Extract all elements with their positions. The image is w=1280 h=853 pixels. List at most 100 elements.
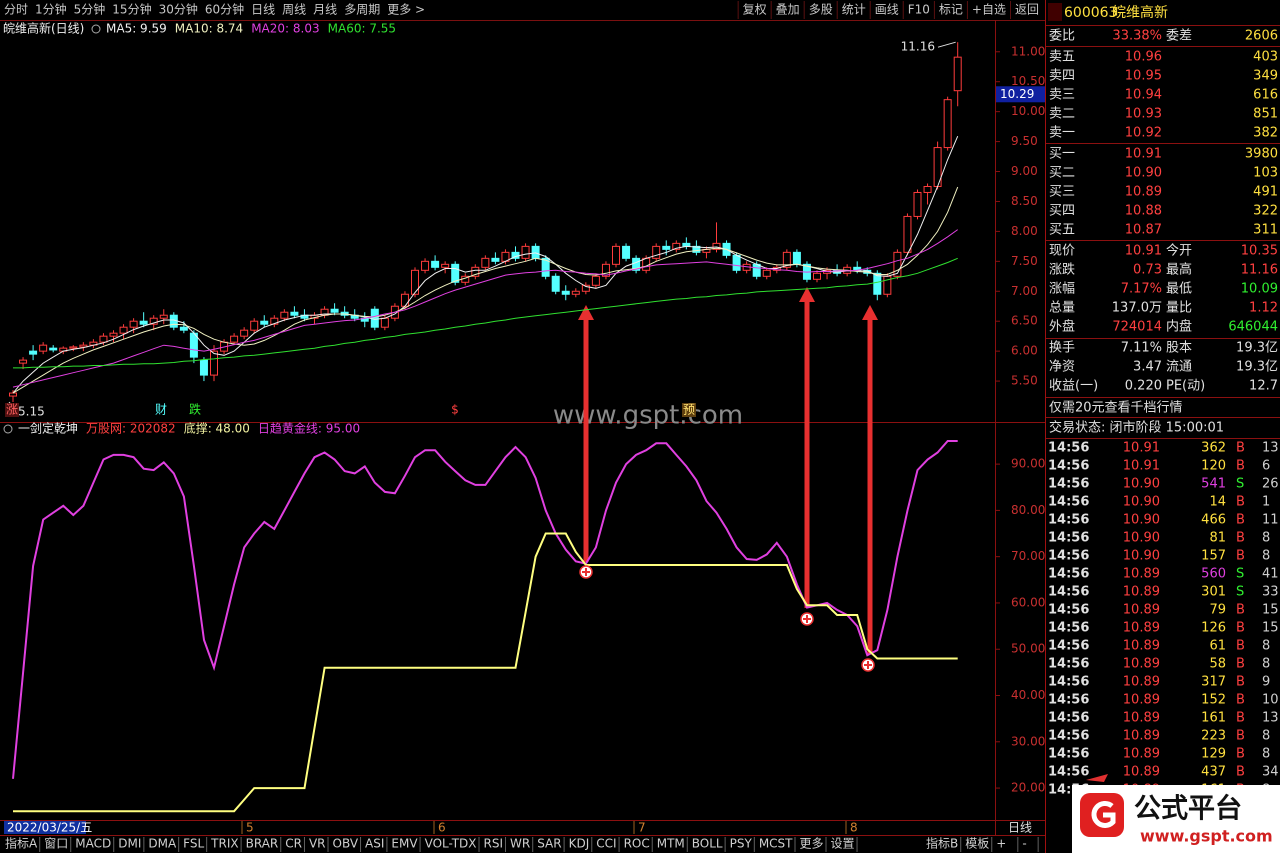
stat-value: 11.16 bbox=[1241, 263, 1278, 278]
tab[interactable]: 设置 bbox=[831, 837, 855, 851]
toolbar-button[interactable]: 更多 > bbox=[387, 3, 425, 17]
trade-price: 10.90 bbox=[1123, 549, 1160, 564]
toolbar-button[interactable]: 画线 bbox=[875, 3, 899, 17]
toolbar-button[interactable]: 5分钟 bbox=[74, 2, 106, 17]
tab[interactable]: CR bbox=[285, 837, 302, 851]
toolbar-button[interactable]: 30分钟 bbox=[159, 2, 198, 17]
tab[interactable]: SAR bbox=[537, 837, 561, 851]
tab[interactable]: 窗口 bbox=[44, 837, 68, 851]
promo[interactable]: 仅需20元查看千档行情 bbox=[1049, 400, 1183, 416]
y-tick-label: 90.00 bbox=[1011, 457, 1045, 471]
candle-body bbox=[179, 326, 188, 331]
y-tick-label: 60.00 bbox=[1011, 595, 1045, 609]
tab[interactable]: CCI bbox=[596, 837, 616, 851]
book-price: 10.94 bbox=[1125, 88, 1162, 103]
toolbar-button[interactable]: 返回 bbox=[1015, 3, 1039, 17]
candle-body bbox=[49, 347, 58, 351]
trade-volume: 223 bbox=[1201, 729, 1226, 744]
trade-volume: 362 bbox=[1201, 441, 1226, 456]
trade-price: 10.90 bbox=[1123, 513, 1160, 528]
trade-side: B bbox=[1236, 621, 1245, 636]
candle-body bbox=[622, 245, 631, 259]
trade-volume: 81 bbox=[1209, 531, 1226, 546]
tab[interactable]: BOLL bbox=[692, 837, 723, 851]
tab[interactable]: MCST bbox=[759, 837, 793, 851]
cursor-box bbox=[996, 86, 1045, 103]
tab[interactable]: TRIX bbox=[210, 837, 238, 851]
settings-icon[interactable] bbox=[3, 424, 13, 434]
toolbar-button[interactable]: 15分钟 bbox=[112, 2, 151, 17]
toolbar-button[interactable]: 标记 bbox=[939, 3, 963, 17]
candle-body bbox=[873, 272, 882, 295]
toolbar-button[interactable]: 1分钟 bbox=[35, 2, 67, 17]
tab[interactable]: DMA bbox=[148, 837, 177, 851]
y-tick-label: 80.00 bbox=[1011, 503, 1045, 517]
trade-count: 41 bbox=[1262, 567, 1279, 582]
book-volume: 616 bbox=[1253, 88, 1278, 103]
toolbar-button[interactable]: 日线 bbox=[251, 3, 275, 17]
trade-volume: 79 bbox=[1209, 603, 1226, 618]
trade-count: 33 bbox=[1262, 585, 1279, 600]
tab[interactable]: - bbox=[1022, 837, 1026, 851]
settings-icon[interactable] bbox=[91, 24, 101, 34]
tab[interactable]: RSI bbox=[484, 837, 504, 851]
quote-value: 33.38% bbox=[1112, 29, 1162, 44]
toolbar-button[interactable]: F10 bbox=[908, 3, 930, 17]
tab[interactable]: MACD bbox=[75, 837, 111, 851]
toolbar-button[interactable]: 复权 bbox=[743, 3, 767, 17]
book-volume: 851 bbox=[1253, 107, 1278, 122]
tab[interactable]: EMV bbox=[391, 837, 418, 851]
toolbar-button[interactable]: 分时 bbox=[4, 3, 28, 17]
trade-volume: 152 bbox=[1201, 693, 1226, 708]
candle-body bbox=[762, 269, 771, 277]
toolbar-button[interactable]: 周线 bbox=[282, 3, 306, 17]
tab[interactable]: PSY bbox=[730, 837, 753, 851]
tab[interactable]: 指标A bbox=[5, 836, 38, 851]
tab[interactable]: KDJ bbox=[569, 837, 590, 851]
toolbar-button[interactable]: 叠加 bbox=[776, 3, 800, 17]
candle-body bbox=[411, 269, 419, 295]
book-label: 买四 bbox=[1049, 204, 1075, 219]
tab[interactable]: ASI bbox=[365, 837, 384, 851]
ma-line bbox=[12, 186, 959, 394]
candle-body bbox=[782, 251, 791, 268]
tab[interactable]: ROC bbox=[624, 837, 650, 851]
toolbar-button[interactable]: 多股 bbox=[809, 3, 833, 17]
tab[interactable]: MTM bbox=[657, 837, 685, 851]
toolbar-button[interactable]: 60分钟 bbox=[205, 2, 244, 17]
ma-legend: MA20: 8.03 bbox=[251, 22, 319, 36]
tab[interactable]: 更多 bbox=[800, 837, 824, 851]
date-label: 2022/03/25/五 bbox=[7, 821, 92, 835]
trade-price: 10.89 bbox=[1123, 675, 1160, 690]
tab[interactable]: VOL-TDX bbox=[425, 837, 477, 851]
toolbar-button[interactable]: 统计 bbox=[842, 3, 866, 17]
candle-body bbox=[159, 314, 168, 319]
candle-body bbox=[199, 359, 208, 376]
tab[interactable]: VR bbox=[309, 837, 326, 851]
y-tick-label: 11.00 bbox=[1011, 44, 1045, 58]
tab[interactable]: 指标B bbox=[926, 836, 958, 851]
tab[interactable]: WR bbox=[510, 837, 530, 851]
toolbar-button[interactable]: 月线 bbox=[313, 3, 337, 17]
indicator-line bbox=[13, 532, 958, 813]
tab[interactable]: FSL bbox=[183, 837, 204, 851]
signal-cross bbox=[582, 568, 590, 576]
arrow-head bbox=[799, 287, 815, 302]
stat-label: 量比 bbox=[1166, 301, 1192, 316]
toolbar-button[interactable]: 多周期 bbox=[344, 3, 380, 17]
tab[interactable]: OBV bbox=[333, 837, 359, 851]
tab[interactable]: + bbox=[996, 837, 1006, 851]
overlay-triangle bbox=[1086, 774, 1108, 782]
y-tick-label: 7.00 bbox=[1011, 284, 1038, 298]
book-label: 卖一 bbox=[1049, 126, 1075, 141]
toolbar-button[interactable]: +自选 bbox=[972, 3, 1006, 17]
stat-value: 3.47 bbox=[1133, 360, 1162, 375]
tab[interactable]: 模板 bbox=[965, 837, 989, 851]
trade-price: 10.89 bbox=[1123, 567, 1160, 582]
tab[interactable]: BRAR bbox=[246, 837, 279, 851]
tab[interactable]: DMI bbox=[118, 837, 141, 851]
trade-price: 10.89 bbox=[1123, 765, 1160, 780]
trade-price: 10.89 bbox=[1123, 585, 1160, 600]
